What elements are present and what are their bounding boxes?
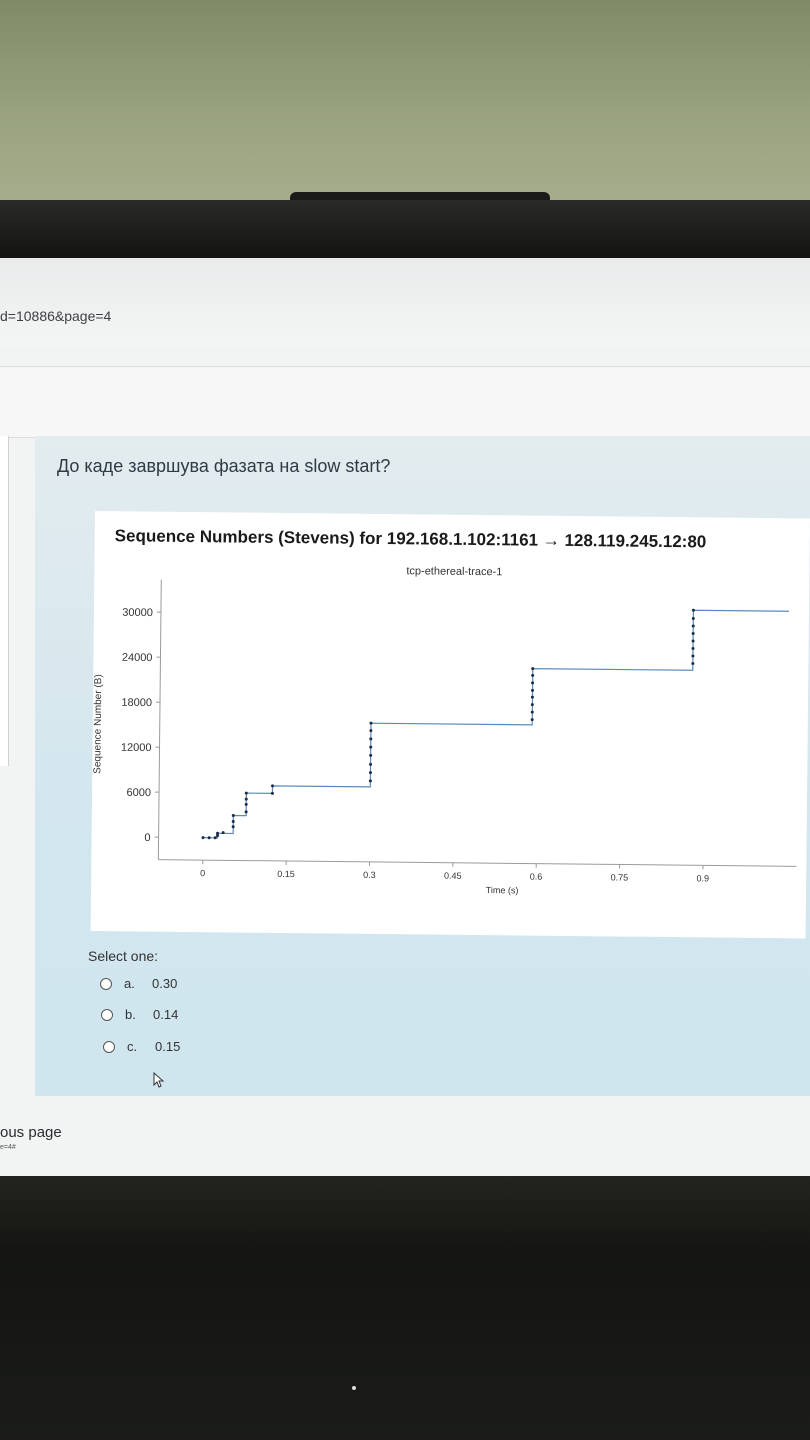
option-a-value: 0.30	[152, 976, 178, 991]
question-box: До каде завршува фазата на slow start? S…	[35, 436, 810, 1096]
radio-b[interactable]	[101, 1008, 113, 1021]
data-point	[368, 771, 372, 775]
data-point	[691, 617, 695, 621]
data-point	[216, 834, 220, 838]
y-axis	[157, 579, 162, 860]
data-point	[530, 710, 534, 714]
data-point	[271, 784, 275, 788]
data-point	[369, 762, 373, 766]
data-point	[691, 624, 695, 628]
x-tick-label: 0.3	[363, 870, 376, 880]
power-led	[352, 1386, 356, 1390]
sequence-chart: Sequence Numbers (Stevens) for 192.168.1…	[90, 511, 810, 939]
question-text: До каде завршува фазата на slow start?	[57, 456, 391, 476]
x-tick-label: 0.6	[530, 872, 543, 882]
data-point	[530, 718, 534, 722]
data-point	[368, 779, 372, 783]
data-point	[530, 688, 534, 692]
mouse-cursor-icon	[153, 1072, 165, 1088]
option-b-value: 0.14	[153, 1007, 179, 1022]
y-axis-label: Sequence Number (B)	[92, 674, 104, 774]
y-tick-label: 24000	[122, 652, 153, 664]
data-point	[530, 695, 534, 699]
x-tick-label: 0.9	[697, 873, 710, 883]
option-a[interactable]: a. 0.30	[100, 976, 177, 991]
data-point	[216, 831, 220, 835]
x-tick-label: 0.45	[444, 871, 462, 881]
x-tick-label: 0	[200, 868, 205, 878]
option-c[interactable]: c. 0.15	[103, 1039, 180, 1054]
data-point	[691, 639, 695, 643]
left-sidebar	[0, 436, 9, 766]
data-point	[369, 753, 373, 757]
data-point	[221, 831, 225, 835]
data-point	[244, 797, 248, 801]
data-point	[369, 737, 373, 741]
data-point	[207, 836, 211, 840]
data-point	[691, 632, 695, 636]
data-point	[530, 703, 534, 707]
x-axis-label: Time (s)	[486, 885, 519, 895]
x-axis	[158, 859, 797, 867]
option-a-letter: a.	[124, 976, 135, 991]
option-c-value: 0.15	[155, 1039, 181, 1054]
data-point	[244, 791, 248, 795]
y-tick-label: 6000	[127, 787, 152, 799]
monitor-bezel-bottom	[0, 1176, 810, 1440]
data-point	[244, 802, 248, 806]
radio-c[interactable]	[103, 1040, 115, 1053]
page-header-bar	[0, 366, 810, 438]
option-c-letter: c.	[127, 1039, 138, 1054]
data-point	[270, 791, 274, 795]
data-point	[213, 836, 217, 840]
data-point	[369, 729, 373, 733]
y-tick-label: 18000	[121, 697, 152, 709]
chart-title: Sequence Numbers (Stevens) for 192.168.1…	[115, 526, 707, 551]
radio-a[interactable]	[100, 977, 112, 990]
x-tick-label: 0.75	[611, 872, 629, 882]
x-tick-label: 0.15	[277, 869, 295, 879]
monitor-bezel-top	[0, 200, 810, 262]
data-point	[369, 745, 373, 749]
chart-subtitle: tcp-ethereal-trace-1	[406, 565, 502, 578]
y-tick-label: 0	[144, 832, 150, 844]
y-tick-label: 12000	[121, 742, 152, 754]
data-point	[244, 810, 248, 814]
data-point	[531, 667, 535, 671]
previous-page-link[interactable]: ous page	[0, 1124, 62, 1141]
data-point	[691, 608, 695, 612]
data-point	[531, 681, 535, 685]
previous-page-sub: e=4#	[0, 1144, 16, 1151]
y-tick-label: 30000	[122, 607, 153, 619]
series-line	[203, 609, 789, 839]
data-point	[691, 647, 695, 651]
data-point	[369, 721, 373, 725]
data-point	[691, 654, 695, 658]
background-wall	[0, 0, 810, 215]
data-point	[531, 673, 535, 677]
option-b-letter: b.	[125, 1007, 136, 1022]
address-bar[interactable]: d=10886&page=4	[0, 258, 810, 346]
option-b[interactable]: b. 0.14	[101, 1007, 178, 1022]
data-point	[231, 819, 235, 823]
data-point	[691, 662, 695, 666]
browser-screen: d=10886&page=4 ous page e=4# До каде зав…	[0, 258, 810, 1176]
data-point	[231, 825, 235, 829]
url-text[interactable]: d=10886&page=4	[0, 308, 112, 324]
chart-svg: Sequence Numbers (Stevens) for 192.168.1…	[92, 526, 797, 895]
data-point	[231, 813, 235, 817]
data-point	[201, 836, 205, 840]
select-one-label: Select one:	[88, 948, 159, 964]
